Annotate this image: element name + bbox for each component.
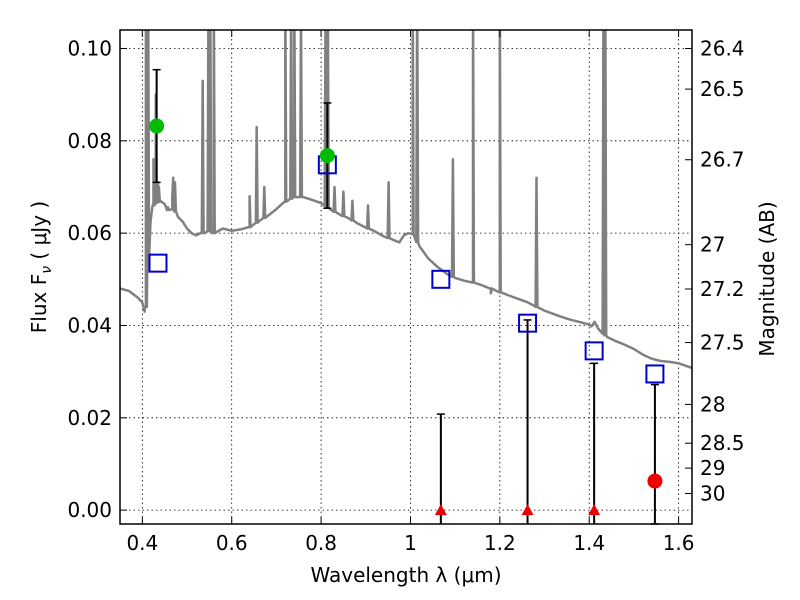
x-tick-label: 1.4 (573, 531, 605, 555)
x-tick-label: 0.6 (216, 531, 248, 555)
y-axis-label-main: Flux F (27, 274, 51, 333)
magnitude-tick-label: 28 (700, 392, 725, 416)
y-axis-label: Flux Fν ( μJy ) (27, 201, 55, 333)
y-tick-label: 0.08 (67, 129, 112, 153)
detection-circle (149, 118, 165, 134)
photometry-points (148, 68, 665, 525)
x-tick-label: 0.8 (305, 531, 337, 555)
y-tick-label: 0.06 (67, 221, 112, 245)
model-photometry-square (148, 253, 168, 273)
magnitude-tick-label: 27.2 (700, 277, 745, 301)
x-tick-label: 1 (404, 531, 417, 555)
x-tick-label: 0.4 (126, 531, 158, 555)
magnitude-axis-label: Magnitude (AB) (755, 201, 779, 356)
magnitude-tick-label: 28.5 (700, 431, 745, 455)
y-tick-label: 0.02 (67, 406, 112, 430)
upper-limit-triangle (588, 504, 601, 516)
y-tick-label: 0.04 (67, 313, 112, 337)
magnitude-tick-label: 30 (700, 482, 725, 506)
magnitude-tick-label: 27.5 (700, 331, 745, 355)
y-axis-label-subscript: ν (39, 266, 55, 274)
model-photometry-square (518, 313, 538, 333)
magnitude-tick-label: 29 (700, 456, 725, 480)
model-photometry-square (431, 269, 451, 289)
magnitude-tick-label: 27 (700, 233, 725, 257)
y-tick-label: 0.00 (67, 498, 112, 522)
x-axis-label: Wavelength λ (μm) (310, 563, 501, 587)
y-axis-label-unit: ( μJy ) (27, 201, 51, 266)
magnitude-tick-label: 26.7 (700, 148, 745, 172)
detection-circle (647, 473, 663, 489)
spectrum-line (120, 30, 692, 370)
model-spectrum (120, 30, 692, 370)
x-tick-label: 1.2 (484, 531, 516, 555)
upper-limit-triangle (521, 504, 534, 516)
axes-layer: 0.4 0.6 0.8 1 1.2 1.4 1.6 0.00 0.02 0.04 0.06 0.08 0… (67, 30, 745, 555)
magnitude-tick-label: 26.4 (700, 36, 745, 60)
x-tick-label: 1.6 (663, 531, 695, 555)
model-photometry-square (645, 364, 665, 384)
model-photometry-square (584, 341, 604, 361)
plot-frame (119, 29, 693, 525)
magnitude-tick-label: 26.5 (700, 77, 745, 101)
upper-limit-triangle (434, 504, 447, 516)
y-tick-label: 0.10 (67, 36, 112, 60)
detection-circle (319, 148, 335, 164)
